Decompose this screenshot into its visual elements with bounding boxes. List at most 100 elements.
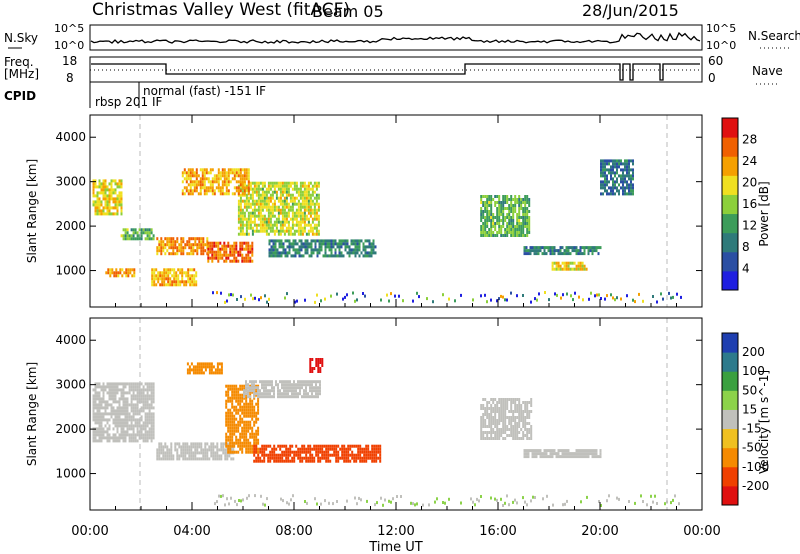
echo-cell xyxy=(207,189,210,193)
echo-cell xyxy=(518,419,521,422)
echo-cell xyxy=(251,435,254,439)
echo-cell xyxy=(211,168,214,172)
echo-cell xyxy=(241,429,244,433)
noise-cell xyxy=(460,501,462,505)
noise-cell xyxy=(218,494,220,498)
echo-cell xyxy=(506,228,509,231)
echo-cell xyxy=(504,428,507,431)
echo-cell xyxy=(209,241,212,245)
echo-cell xyxy=(283,211,286,215)
echo-cell xyxy=(514,228,517,231)
echo-cell xyxy=(136,234,139,238)
echo-cell xyxy=(295,229,298,233)
echo-cell xyxy=(359,459,362,463)
noise-cell xyxy=(320,299,322,303)
echo-cell xyxy=(187,168,190,172)
echo-cell xyxy=(559,252,562,256)
echo-cell xyxy=(255,411,258,415)
echo-cell xyxy=(225,256,228,260)
echo-cell xyxy=(269,220,272,224)
echo-cell xyxy=(520,228,523,231)
echo-cell xyxy=(577,249,580,253)
echo-cell xyxy=(96,430,99,434)
echo-cell xyxy=(160,249,163,253)
echo-cell xyxy=(229,417,232,421)
echo-cell xyxy=(299,226,302,230)
noise-cell xyxy=(216,291,218,295)
echo-cell xyxy=(148,382,151,386)
echo-cell xyxy=(502,425,505,428)
echo-cell xyxy=(265,196,268,200)
echo-cell xyxy=(510,204,513,207)
noise-cell xyxy=(342,297,344,301)
echo-cell xyxy=(363,456,366,460)
echo-cell xyxy=(261,184,264,188)
echo-cell xyxy=(243,217,246,221)
echo-cell xyxy=(134,406,137,410)
echo-cell xyxy=(632,186,634,190)
echo-cell xyxy=(206,451,209,455)
noise-cell xyxy=(238,499,240,502)
echo-cell xyxy=(480,428,483,431)
echo-cell xyxy=(202,448,205,452)
echo-cell xyxy=(193,174,196,178)
echo-cell xyxy=(157,271,160,275)
echo-cell xyxy=(225,405,228,409)
echo-cell xyxy=(506,425,509,428)
echo-cell xyxy=(357,450,360,454)
echo-cell xyxy=(188,252,191,256)
echo-cell xyxy=(514,416,517,419)
echo-cell xyxy=(211,244,214,248)
echo-cell xyxy=(253,383,255,387)
echo-cell xyxy=(335,444,338,448)
echo-cell xyxy=(285,229,288,233)
echo-cell xyxy=(272,242,275,246)
echo-cell xyxy=(340,251,343,255)
echo-cell xyxy=(166,237,169,241)
echo-cell xyxy=(275,459,278,463)
echo-cell xyxy=(225,189,228,193)
echo-cell xyxy=(257,199,260,203)
echo-cell xyxy=(126,391,129,395)
echo-cell xyxy=(160,243,163,247)
echo-cell xyxy=(279,190,282,194)
echo-cell xyxy=(349,453,352,457)
echo-cell xyxy=(94,382,97,386)
echo-cell xyxy=(622,183,624,187)
echo-cell xyxy=(233,387,236,391)
noise-cell xyxy=(514,498,516,502)
echo-cell xyxy=(239,174,242,178)
echo-cell xyxy=(239,220,242,224)
echo-cell xyxy=(334,251,337,255)
echo-cell xyxy=(206,362,209,366)
echo-cell xyxy=(317,392,319,396)
noise-cell xyxy=(560,296,562,300)
echo-cell xyxy=(100,427,103,431)
echo-cell xyxy=(294,251,297,255)
echo-cell xyxy=(543,452,546,456)
echo-cell xyxy=(130,403,133,407)
echo-cell xyxy=(301,193,304,197)
echo-cell xyxy=(530,431,533,434)
echo-cell xyxy=(280,251,283,255)
echo-cell xyxy=(146,433,149,437)
echo-cell xyxy=(277,395,279,399)
echo-cell xyxy=(150,397,153,401)
echo-cell xyxy=(626,174,628,178)
echo-cell xyxy=(315,450,318,454)
echo-cell xyxy=(249,444,252,448)
echo-cell xyxy=(249,420,252,424)
echo-cell xyxy=(610,159,612,163)
echo-cell xyxy=(239,423,242,427)
echo-cell xyxy=(251,241,254,245)
noise-cell xyxy=(374,503,376,507)
echo-cell xyxy=(247,405,250,409)
echo-cell xyxy=(189,186,192,190)
echo-cell xyxy=(323,453,326,457)
echo-cell xyxy=(263,181,266,185)
echo-cell xyxy=(600,183,602,187)
echo-cell xyxy=(583,249,586,253)
echo-cell xyxy=(203,177,206,181)
echo-cell xyxy=(98,382,101,386)
echo-cell xyxy=(553,449,556,453)
